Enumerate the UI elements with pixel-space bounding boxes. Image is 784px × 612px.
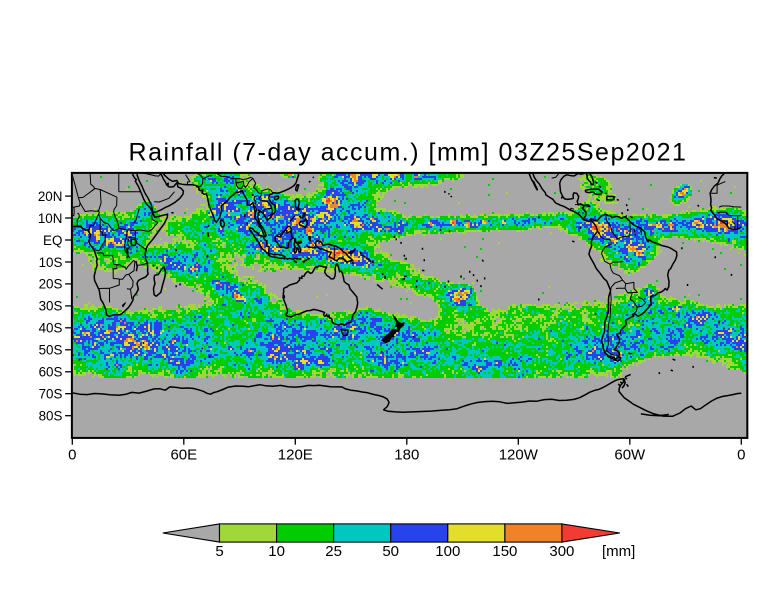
svg-text:50S: 50S	[39, 343, 63, 358]
svg-text:60E: 60E	[170, 447, 197, 464]
svg-text:[mm]: [mm]	[602, 543, 635, 560]
svg-text:0: 0	[737, 447, 745, 464]
svg-text:25: 25	[325, 543, 342, 560]
svg-text:60S: 60S	[39, 365, 63, 380]
svg-text:120W: 120W	[499, 447, 539, 464]
svg-text:20S: 20S	[39, 277, 63, 292]
svg-text:10S: 10S	[39, 255, 63, 270]
svg-text:10: 10	[268, 543, 285, 560]
svg-text:EQ: EQ	[43, 233, 62, 248]
svg-text:180: 180	[394, 447, 419, 464]
svg-text:10N: 10N	[38, 211, 63, 226]
svg-text:60W: 60W	[614, 447, 646, 464]
svg-text:300: 300	[549, 543, 574, 560]
svg-text:80S: 80S	[39, 409, 63, 424]
svg-text:20N: 20N	[38, 189, 63, 204]
svg-text:120E: 120E	[278, 447, 313, 464]
svg-text:150: 150	[492, 543, 517, 560]
svg-text:5: 5	[215, 543, 223, 560]
svg-text:70S: 70S	[39, 387, 63, 402]
svg-text:50: 50	[382, 543, 399, 560]
svg-text:30S: 30S	[39, 299, 63, 314]
svg-text:Rainfall (7-day accum.) [mm] 0: Rainfall (7-day accum.) [mm] 03Z25Sep202…	[129, 139, 688, 167]
svg-text:100: 100	[435, 543, 460, 560]
svg-text:40S: 40S	[39, 321, 63, 336]
svg-text:0: 0	[68, 447, 76, 464]
